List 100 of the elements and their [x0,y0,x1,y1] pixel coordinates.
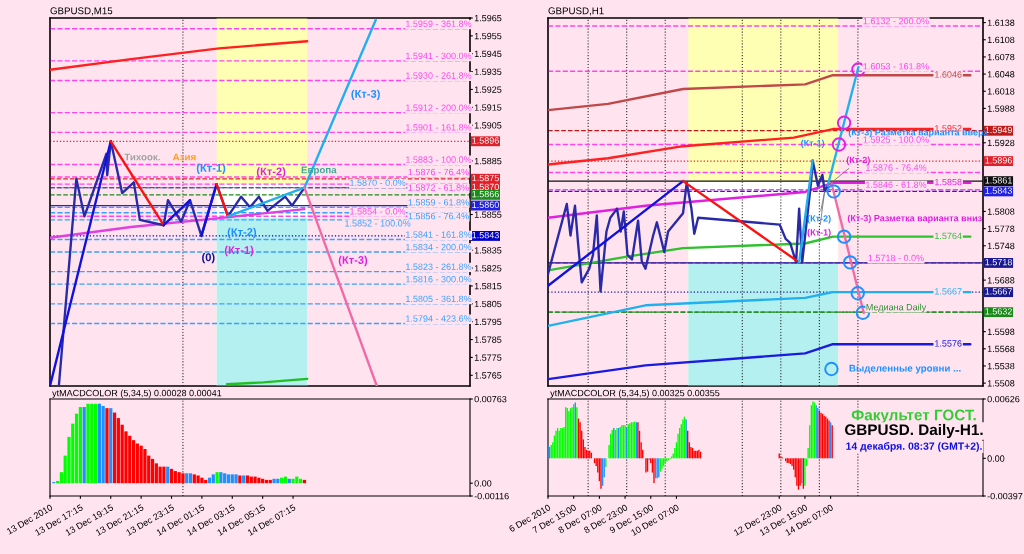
y-tick-label: 1.5775 [474,354,502,361]
y-tick-label: 1.5688 [987,277,1015,284]
ref-line-label: 1.5805 - 361.8% [406,295,472,303]
ref-line-label: 1.5860 [472,201,499,208]
chart-title: GBPUSD,H1 [548,7,604,16]
ref-line-label: 1.5852 - 100.0% [345,220,411,227]
ref-line-label: 1.5718 [985,258,1012,266]
y-tick-label: 1.5538 [987,362,1015,370]
annotation: (Кт-3) [338,255,368,267]
y-tick-label: 1.5508 [987,380,1015,387]
ref-line-label: 1.5846 - 61.8% [866,181,927,188]
y-tick-label: 1.6108 [987,36,1015,44]
ref-line-label: 1.5667 [985,288,1012,295]
y-tick-label: 1.5825 [474,265,502,272]
annotation: (Кт-1) [224,245,254,257]
annotation: (Кт-3) Разметка варианта вниз [847,214,982,224]
y-tick-label: 0.00763 [474,395,507,403]
ref-line-label: 1.5930 - 261.8% [406,72,472,79]
y-tick-label: 1.5988 [987,105,1015,112]
annotation: Азия [172,153,196,161]
ref-line-label: 1.5861 [985,177,1012,184]
y-tick-label: 1.5905 [474,122,502,129]
ref-line-label: 1.5854 - 0.0% [350,208,406,215]
y-tick-label: 1.6138 [987,19,1015,26]
y-tick-label: 1.6048 [987,71,1015,78]
y-tick-label: 1.5765 [474,372,502,379]
ref-line-label: 1.6132 - 200.0% [863,17,929,25]
ref-line-label: 1.5823 - 261.8% [406,263,472,270]
y-tick-label: 1.5795 [474,318,502,326]
annotation: (Кт-2) [256,167,286,178]
series-label: 1.5764 [935,232,962,240]
annotation: (0) [202,252,215,264]
ref-line-label: 1.5941 - 300.0% [406,52,472,60]
y-tick-label: 1.5965 [474,14,502,22]
ref-line-label: 1.5843 [985,187,1012,194]
annotation: GBPUSD. Daily-H1. [845,423,983,439]
ref-line-label: Медиана Daily [866,303,927,313]
y-tick-label: 1.5885 [474,157,502,165]
chart-title: ytMACDCOLOR (5,34,5) 0.00028 0.00041 [52,389,222,399]
annotation: (Кт-2) [846,156,870,165]
annotation: (Кт-2) [227,227,257,239]
annotation: Факультет ГОСТ. [851,409,976,424]
ref-line-label: 1.5925 - 100.0% [863,136,929,143]
ref-line-label: 1.5866 [472,190,499,198]
annotation: (Кт-1) [196,163,226,175]
chart-title: GBPUSD,M15 [50,7,113,16]
y-tick-label: 1.5808 [987,208,1015,215]
series-label: 1.5667 [935,288,962,295]
ref-line-label: 1.6053 - 161.8% [863,63,929,70]
ref-line-label: 1.5896 [472,137,499,144]
series-label: 1.5576 [935,340,962,347]
ref-line-label: 1.5816 - 300.0% [406,276,472,283]
ref-line-label: 1.5959 - 361.8% [406,20,472,27]
ref-line-label: 1.5883 - 100.0% [406,156,472,163]
ref-line-label: 1.5632 [985,308,1012,315]
ref-line-label: 1.5794 - 423.6% [406,315,472,322]
y-tick-label: 1.5835 [474,247,502,254]
ref-line-label: 1.5856 - 76.4% [408,212,469,220]
ref-line-label: 1.5872 - 61.8% [408,184,469,191]
y-tick-label: 1.6078 [987,53,1015,61]
ref-line-label: 1.5834 - 200.0% [406,243,472,251]
y-tick-label: 1.5748 [987,242,1015,250]
y-tick-label: 1.5598 [987,328,1015,335]
ref-line-label: 1.5912 - 200.0% [406,104,472,111]
y-tick-label: 1.5928 [987,139,1015,147]
annotation: (Кт-3) [351,89,380,100]
legend-label: Выделенные уровни ... [849,364,961,374]
ref-line-label: 1.5718 - 0.0% [868,254,924,262]
y-tick-label: -0.00397 [987,492,1023,500]
ref-line-label: 1.5901 - 161.8% [406,124,472,131]
y-tick-label: 1.5815 [474,282,502,290]
y-tick-label: 1.5935 [474,68,502,75]
y-tick-label: -0.00116 [474,492,509,500]
y-tick-label: 1.5568 [987,345,1015,353]
annotation: 14 декабря. 08:37 (GMT+2). [846,442,982,452]
ref-line-label: 1.5870 [472,183,499,191]
y-tick-label: 1.5785 [474,336,502,343]
y-tick-label: 1.5805 [474,300,502,308]
annotation: (Кт-1) [807,228,831,238]
y-tick-label: 0.00626 [987,395,1020,403]
y-tick-label: 1.5855 [474,211,502,218]
ref-line-label: 1.5859 - 61.8% [408,199,469,206]
y-tick-label: 1.6018 [987,88,1015,95]
y-tick-label: 1.5955 [474,32,502,40]
ref-line-label: 1.5875 [472,174,499,182]
ref-line-label: 1.5843 [472,231,499,239]
y-tick-label: 1.5925 [474,86,502,93]
chart-title: ytMACDCOLOR (5,34,5) 0.00325 0.00355 [550,389,720,399]
ref-line-label: 1.5841 - 161.8% [406,231,472,238]
y-tick-label: 0.00 [987,455,1005,462]
annotation: Тихоок. [124,153,160,161]
ref-line-label: 1.5896 [985,157,1012,164]
ref-line-label: 1.5876 - 76.4% [408,168,469,176]
y-tick-label: 1.5778 [987,225,1015,232]
y-tick-label: 0.00 [474,480,492,487]
ref-line-label: 1.5876 - 76.4% [866,164,927,171]
series-label: 1.5952 [935,125,962,132]
y-tick-label: 1.5915 [474,104,502,111]
y-tick-label: 1.5945 [474,50,502,58]
series-label: 1.6046 [935,71,962,78]
